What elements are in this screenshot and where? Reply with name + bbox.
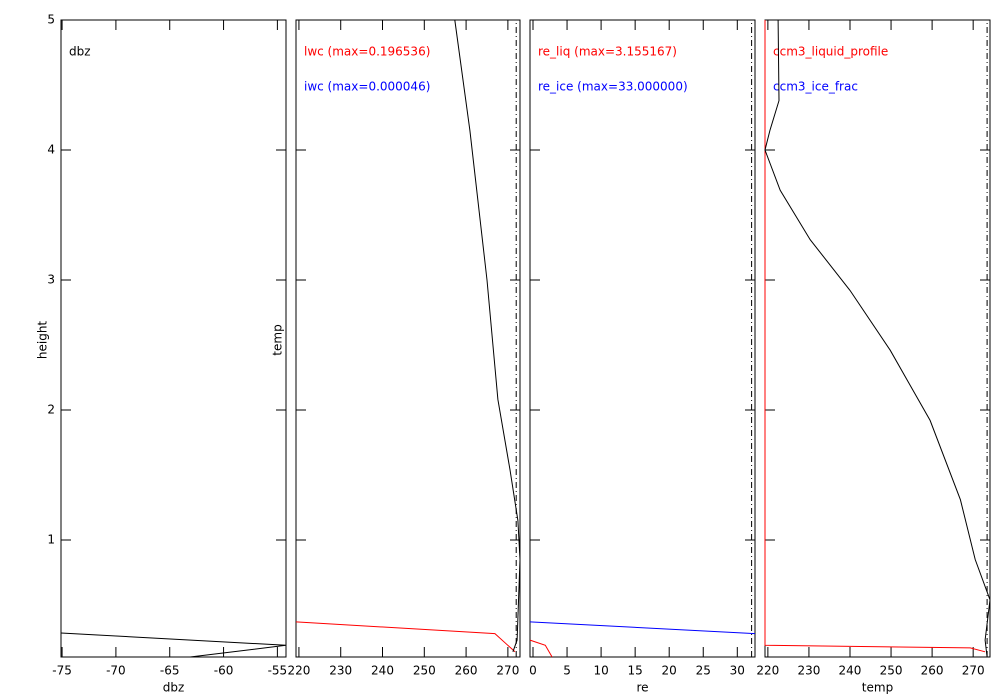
plot-frame <box>60 19 287 658</box>
legend-entry: ccm3_ice_frac <box>773 80 858 94</box>
x-tick-label: 30 <box>730 664 745 678</box>
profile-line <box>60 632 287 658</box>
y-tick-label: 3 <box>47 273 55 287</box>
profile-line <box>295 621 516 653</box>
x-tick-label: 5 <box>563 664 571 678</box>
x-tick-label: 20 <box>662 664 677 678</box>
y-tick-label: 1 <box>47 533 55 547</box>
y-tick-label: 5 <box>47 13 55 27</box>
x-tick-label: -65 <box>160 664 180 678</box>
x-tick-label: 25 <box>696 664 711 678</box>
profile-line <box>764 20 986 653</box>
legend-entry: iwc (max=0.000046) <box>304 80 430 94</box>
plot-frame <box>295 19 521 658</box>
legend-entry: re_liq (max=3.155167) <box>538 45 677 59</box>
y-axis-label: height <box>36 321 50 360</box>
x-axis-label: dbz <box>163 681 185 695</box>
profile-line <box>764 19 991 658</box>
profile-line <box>529 621 756 635</box>
x-axis-label: re <box>636 681 648 695</box>
y-tick-label: 2 <box>47 403 55 417</box>
x-tick-label: 230 <box>329 664 352 678</box>
x-tick-label: 0 <box>529 664 537 678</box>
x-tick-label: 260 <box>921 664 944 678</box>
x-axis-label: temp <box>862 681 893 695</box>
x-tick-label: -70 <box>106 664 126 678</box>
x-tick-label: 10 <box>593 664 608 678</box>
x-tick-label: 15 <box>628 664 643 678</box>
legend-entry: lwc (max=0.196536) <box>304 45 430 59</box>
y-axis-label: temp <box>271 324 285 355</box>
x-tick-label: 250 <box>413 664 436 678</box>
x-tick-label: 270 <box>496 664 519 678</box>
x-tick-label: -75 <box>52 664 72 678</box>
x-tick-label: 220 <box>287 664 310 678</box>
profile-line <box>454 19 521 652</box>
x-tick-label: 260 <box>455 664 478 678</box>
x-tick-label: 230 <box>797 664 820 678</box>
x-tick-label: 270 <box>962 664 985 678</box>
profile-line <box>529 639 553 658</box>
plot-frame <box>764 19 991 658</box>
x-tick-label: -55 <box>268 664 288 678</box>
x-tick-label: 240 <box>839 664 862 678</box>
y-tick-label: 4 <box>47 143 55 157</box>
plot-frame <box>529 19 756 658</box>
legend-entry: re_ice (max=33.000000) <box>538 80 688 94</box>
x-tick-label: 240 <box>371 664 394 678</box>
x-tick-label: 220 <box>756 664 779 678</box>
x-tick-label: -60 <box>214 664 234 678</box>
x-tick-label: 250 <box>880 664 903 678</box>
legend-entry: ccm3_liquid_profile <box>773 45 888 59</box>
legend-entry: dbz <box>69 45 91 59</box>
